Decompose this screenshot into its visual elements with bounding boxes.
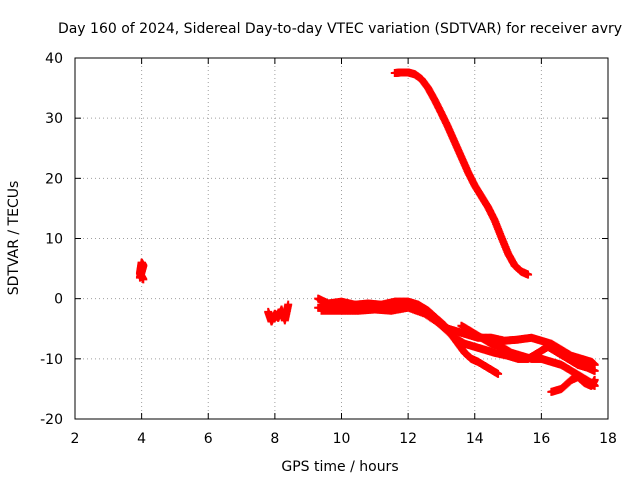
y-tick-label: 10 bbox=[45, 232, 63, 248]
x-tick-label: 16 bbox=[532, 431, 550, 447]
series-avry-isolated-8h bbox=[264, 300, 293, 326]
data-layer bbox=[135, 68, 599, 396]
data-point bbox=[590, 375, 599, 384]
y-tick-label: 40 bbox=[45, 51, 63, 67]
x-tick-label: 6 bbox=[204, 431, 213, 447]
series-avry-track-c bbox=[317, 303, 599, 369]
tick-layer: 2 4 6 8 10 12 14 16 18 -20 -10 0 10 20 30 40 bbox=[40, 51, 617, 447]
series-avry-isolated-4h bbox=[135, 258, 148, 284]
y-axis-label: SDTVAR / TECUs bbox=[6, 181, 22, 296]
y-tick-label: -10 bbox=[40, 352, 63, 368]
chart-title: Day 160 of 2024, Sidereal Day-to-day VTE… bbox=[58, 21, 622, 37]
series-avry-track-d bbox=[457, 321, 599, 390]
x-tick-label: 10 bbox=[333, 431, 351, 447]
x-tick-label: 2 bbox=[71, 431, 80, 447]
series-avry-high-arc bbox=[390, 68, 533, 279]
x-axis-label: GPS time / hours bbox=[281, 459, 398, 475]
y-tick-label: -20 bbox=[40, 412, 63, 428]
x-tick-label: 12 bbox=[399, 431, 417, 447]
data-point bbox=[524, 270, 533, 279]
x-tick-label: 14 bbox=[466, 431, 484, 447]
x-tick-label: 8 bbox=[270, 431, 279, 447]
x-tick-label: 4 bbox=[137, 431, 146, 447]
data-point bbox=[284, 300, 293, 309]
y-tick-label: 30 bbox=[45, 111, 63, 127]
data-point bbox=[494, 369, 503, 378]
y-tick-label: 0 bbox=[54, 292, 63, 308]
series-avry-track-e bbox=[547, 372, 599, 396]
data-point bbox=[139, 275, 148, 284]
grid-layer bbox=[75, 58, 608, 419]
y-tick-label: 20 bbox=[45, 171, 63, 187]
data-point bbox=[590, 360, 599, 369]
x-tick-label: 18 bbox=[599, 431, 617, 447]
